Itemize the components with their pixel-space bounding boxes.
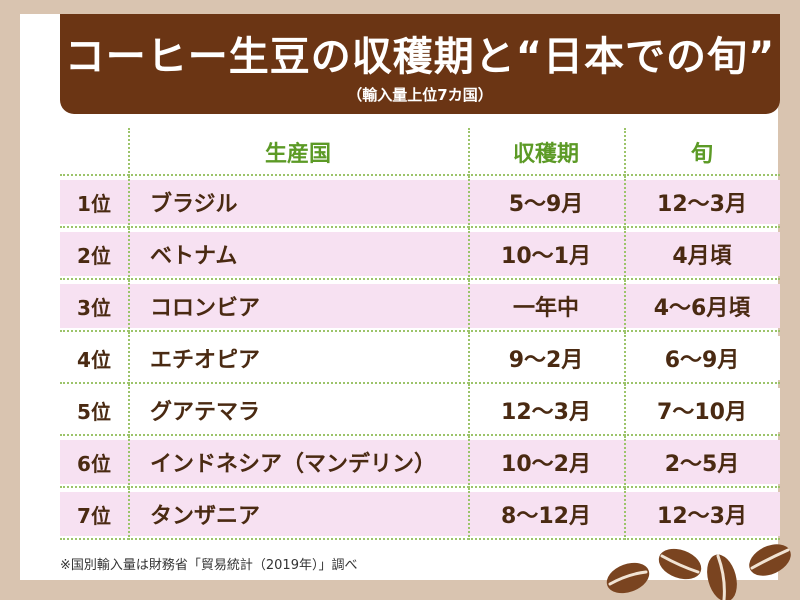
coffee-bean-icon (606, 544, 791, 600)
table-row: 3位 コロンビア 一年中 4〜6月頃 (60, 280, 780, 332)
peak-cell: 2〜5月 (624, 436, 780, 488)
peak-cell: 12〜3月 (624, 176, 780, 228)
table-row: 2位 ベトナム 10〜1月 4月頃 (60, 228, 780, 280)
rank-cell: 2位 (77, 243, 111, 268)
rank-cell: 6位 (77, 451, 111, 476)
country-cell: グアテマラ (128, 384, 468, 436)
table-row: 1位 ブラジル 5〜9月 12〜3月 (60, 176, 780, 228)
peak-cell: 4月頃 (624, 228, 780, 280)
rank-cell: 1位 (77, 191, 111, 216)
header-country: 生産国 (128, 128, 468, 176)
title-banner: コーヒー生豆の収穫期と“日本での旬” （輸入量上位7カ国） (60, 14, 780, 114)
country-cell: ブラジル (128, 176, 468, 228)
table-row: 6位 インドネシア（マンデリン） 10〜2月 2〜5月 (60, 436, 780, 488)
peak-cell: 4〜6月頃 (624, 280, 780, 332)
country-cell: インドネシア（マンデリン） (128, 436, 468, 488)
country-cell: エチオピア (128, 332, 468, 384)
harvest-cell: 12〜3月 (468, 384, 624, 436)
header-rank (60, 132, 128, 172)
peak-cell: 7〜10月 (624, 384, 780, 436)
harvest-cell: 10〜1月 (468, 228, 624, 280)
harvest-cell: 一年中 (468, 280, 624, 332)
harvest-cell: 10〜2月 (468, 436, 624, 488)
rank-cell: 3位 (77, 295, 111, 320)
harvest-cell: 8〜12月 (468, 488, 624, 540)
page-title: コーヒー生豆の収穫期と“日本での旬” (64, 34, 776, 80)
country-cell: ベトナム (128, 228, 468, 280)
rank-cell: 4位 (77, 347, 111, 372)
peak-cell: 12〜3月 (624, 488, 780, 540)
content-card: コーヒー生豆の収穫期と“日本での旬” （輸入量上位7カ国） 生産国 収穫期 旬 … (20, 14, 780, 580)
peak-cell: 6〜9月 (624, 332, 780, 384)
harvest-table: 生産国 収穫期 旬 1位 ブラジル 5〜9月 12〜3月 2位 ベトナム 10〜… (60, 128, 780, 544)
table-header: 生産国 収穫期 旬 (60, 128, 780, 176)
footnote: ※国別輸入量は財務省「貿易統計（2019年）」調べ (60, 558, 358, 573)
table-row: 5位 グアテマラ 12〜3月 7〜10月 (60, 384, 780, 436)
harvest-cell: 9〜2月 (468, 332, 624, 384)
page-subtitle: （輸入量上位7カ国） (347, 86, 493, 104)
header-peak: 旬 (624, 128, 780, 176)
rank-cell: 7位 (77, 503, 111, 528)
header-harvest: 収穫期 (468, 128, 624, 176)
table-row: 4位 エチオピア 9〜2月 6〜9月 (60, 332, 780, 384)
country-cell: タンザニア (128, 488, 468, 540)
table-row: 7位 タンザニア 8〜12月 12〜3月 (60, 488, 780, 540)
country-cell: コロンビア (128, 280, 468, 332)
rank-cell: 5位 (77, 399, 111, 424)
harvest-cell: 5〜9月 (468, 176, 624, 228)
